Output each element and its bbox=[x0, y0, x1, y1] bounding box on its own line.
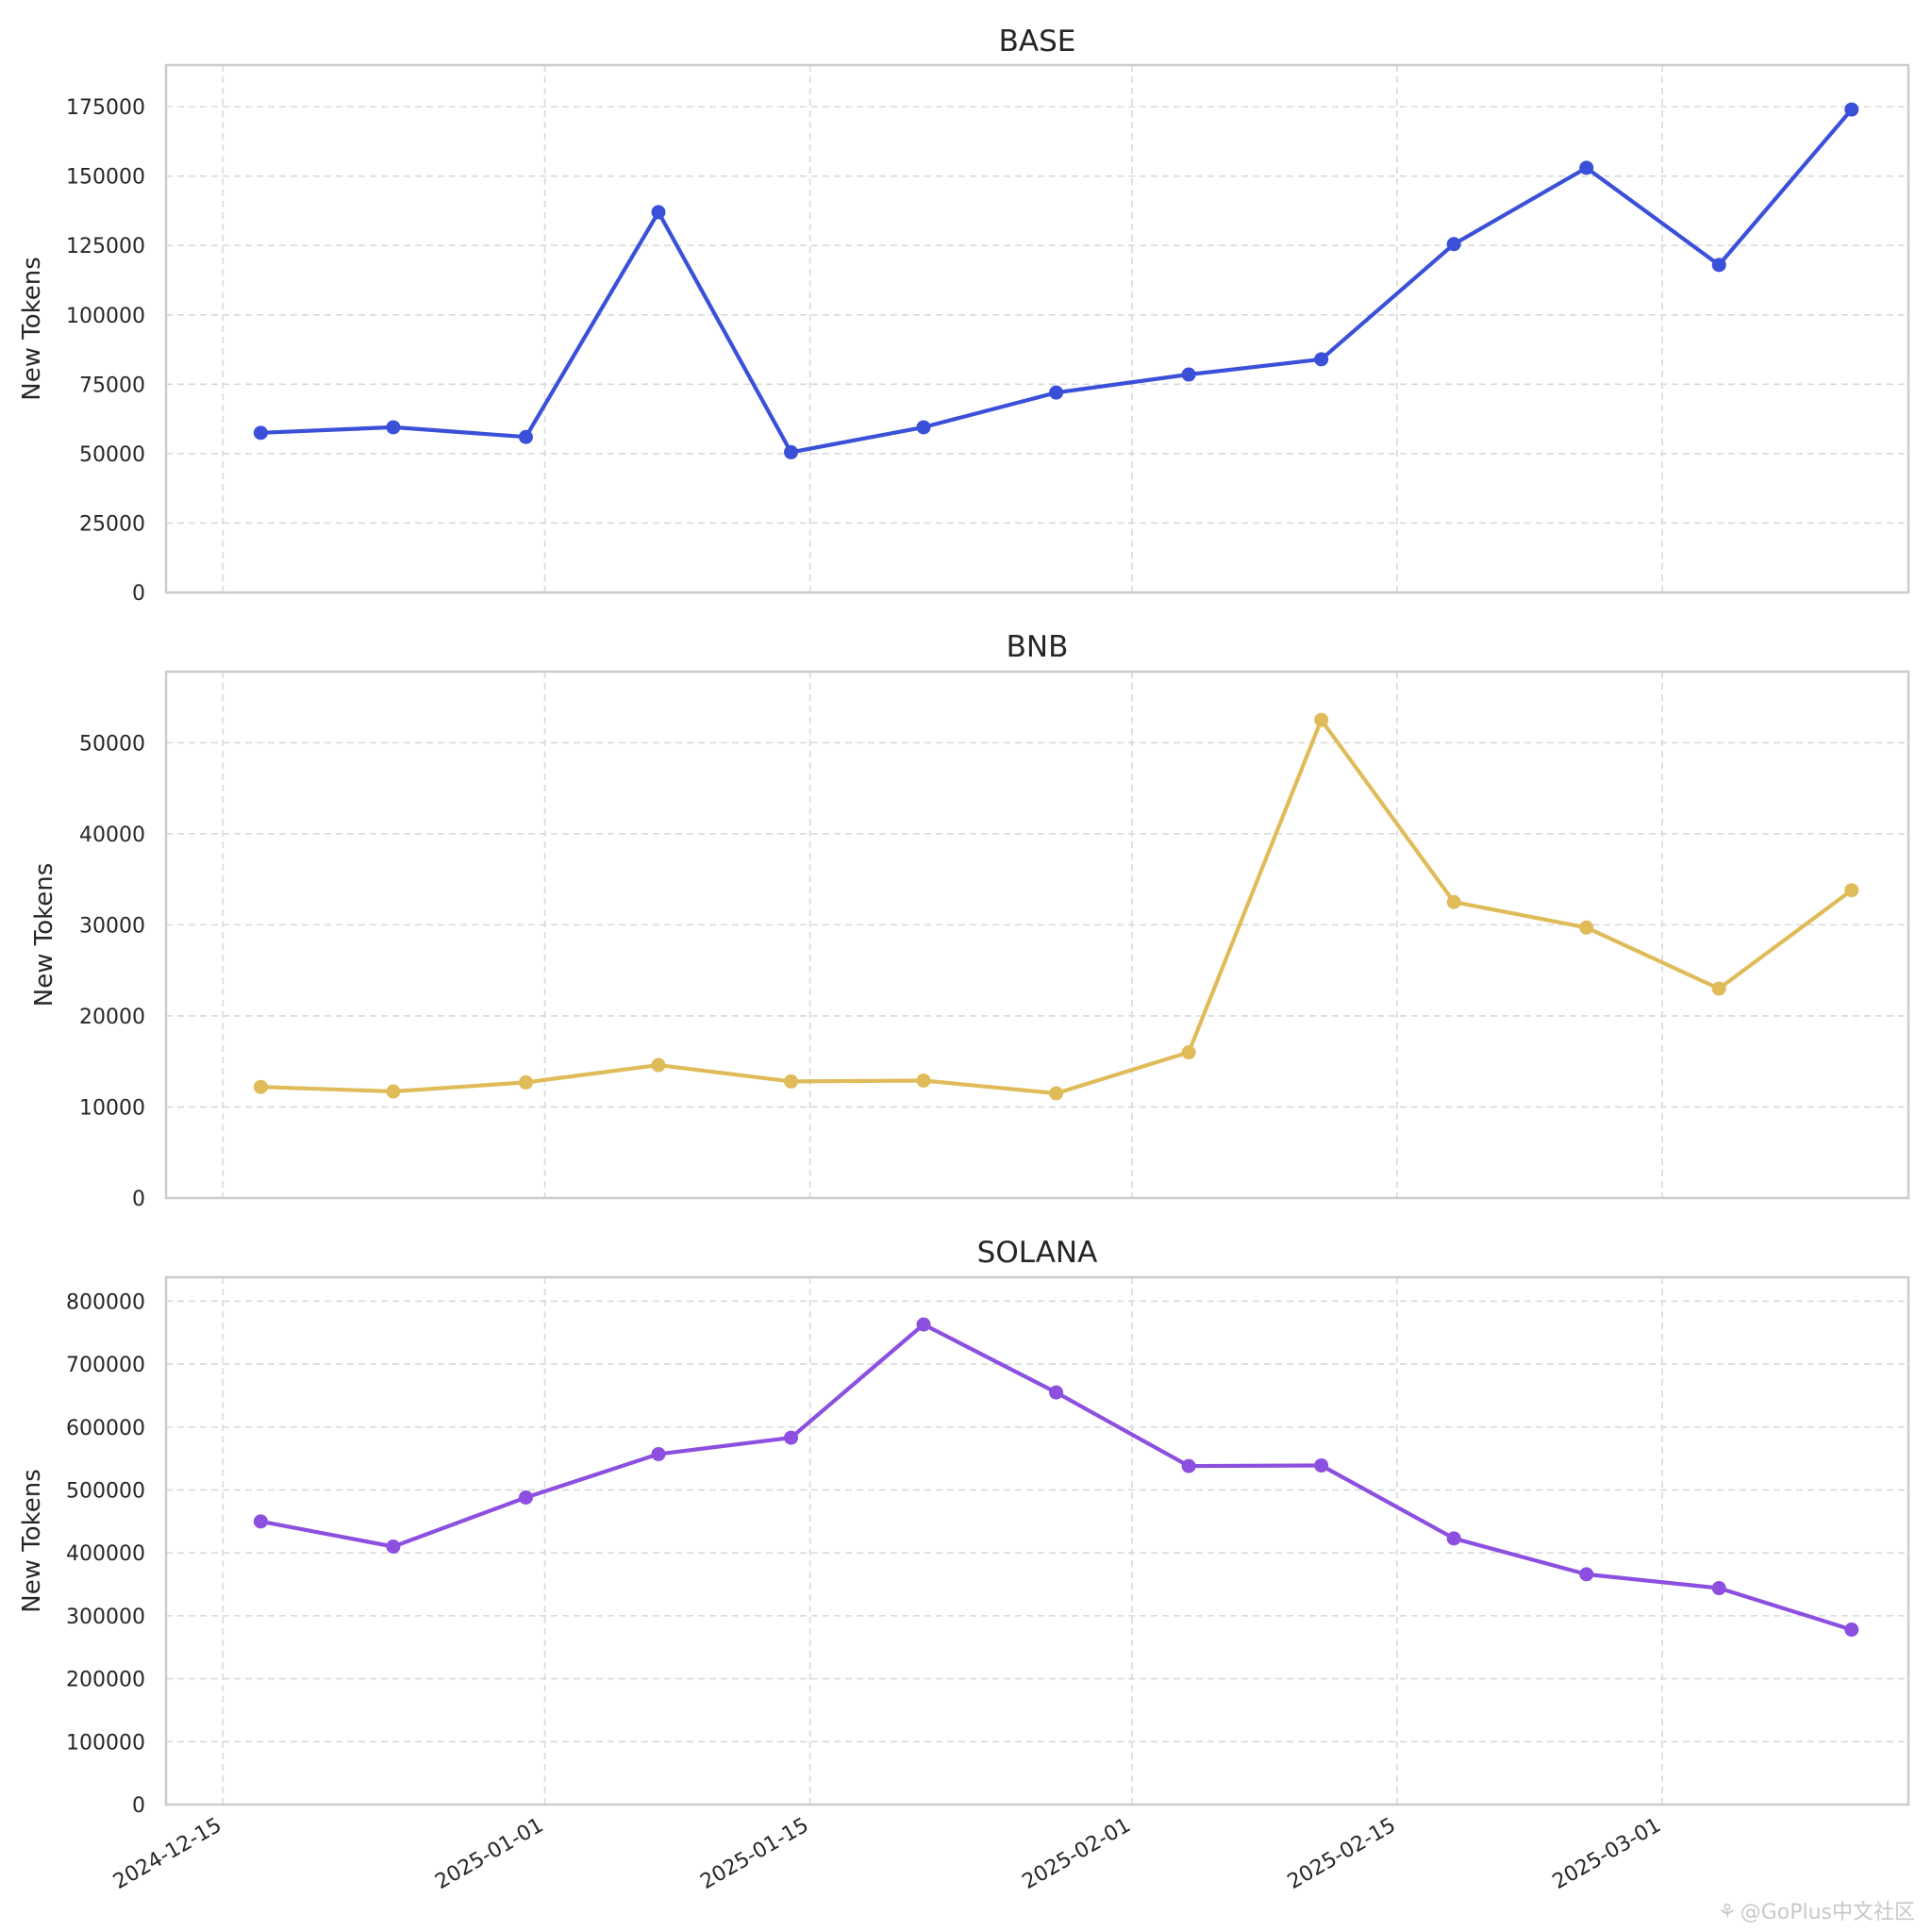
plot-frame bbox=[164, 63, 1910, 594]
x-tick-label: 2025-01-01 bbox=[431, 1814, 547, 1895]
data-point bbox=[386, 1084, 401, 1099]
data-point bbox=[916, 1317, 931, 1332]
y-tick-label: 400000 bbox=[66, 1542, 145, 1566]
y-tick-label: 40000 bbox=[79, 824, 145, 847]
data-point bbox=[1446, 894, 1461, 909]
data-point bbox=[1844, 1623, 1859, 1638]
y-axis-label: New Tokens bbox=[18, 257, 46, 401]
y-tick-label: 600000 bbox=[66, 1417, 145, 1440]
y-tick-label: 800000 bbox=[66, 1290, 145, 1314]
data-point bbox=[518, 429, 533, 444]
chart-title: BASE bbox=[999, 25, 1076, 58]
data-point bbox=[1049, 385, 1064, 400]
data-point bbox=[386, 420, 401, 435]
chart-panel-base: 0 25000 50000 75000 100000 125000 150000 175000… bbox=[18, 25, 1910, 606]
y-tick-label: 25000 bbox=[79, 512, 145, 536]
data-point bbox=[1314, 352, 1329, 367]
wechat-icon: ⚘ bbox=[1717, 1901, 1737, 1924]
data-point bbox=[784, 444, 799, 459]
data-point bbox=[784, 1074, 799, 1089]
data-point bbox=[518, 1490, 533, 1505]
plot-area bbox=[166, 65, 1908, 592]
data-point bbox=[1181, 1458, 1196, 1473]
watermark-text: @GoPlus中文社区 bbox=[1740, 1901, 1915, 1924]
chart-panel-solana: 0 100000 200000 300000 400000 500000 600000 700… bbox=[18, 1236, 1910, 1895]
data-point bbox=[1049, 1385, 1064, 1400]
y-tick-label: 30000 bbox=[79, 914, 145, 938]
data-point bbox=[518, 1074, 533, 1090]
plot-frame bbox=[164, 1275, 1910, 1806]
y-tick-label: 0 bbox=[132, 1794, 145, 1818]
data-point bbox=[253, 1079, 268, 1094]
x-tick-label: 2025-01-15 bbox=[696, 1814, 812, 1895]
y-axis-label: New Tokens bbox=[30, 863, 58, 1007]
y-tick-label: 10000 bbox=[79, 1096, 145, 1120]
plot-area bbox=[166, 1277, 1908, 1805]
y-tick-label: 175000 bbox=[66, 96, 145, 120]
data-point bbox=[1844, 102, 1859, 117]
data-point bbox=[1711, 981, 1726, 996]
data-point bbox=[1579, 160, 1594, 175]
watermark: ⚘ @GoPlus中文社区 bbox=[1718, 1895, 1915, 1925]
data-point bbox=[651, 1057, 666, 1073]
y-tick-label: 200000 bbox=[66, 1669, 145, 1692]
data-point bbox=[1446, 1531, 1461, 1546]
data-point bbox=[1711, 1581, 1726, 1596]
data-point bbox=[1314, 712, 1329, 727]
data-point bbox=[1181, 367, 1196, 382]
y-tick-label: 0 bbox=[132, 582, 145, 606]
data-point bbox=[1711, 258, 1726, 273]
y-tick-label: 500000 bbox=[66, 1479, 145, 1503]
y-tick-label: 100000 bbox=[66, 1731, 145, 1755]
data-point bbox=[916, 420, 931, 435]
data-point bbox=[253, 425, 268, 441]
y-tick-label: 0 bbox=[132, 1188, 145, 1211]
data-point bbox=[1579, 920, 1594, 935]
plot-area bbox=[166, 672, 1908, 1198]
y-tick-label: 50000 bbox=[79, 732, 145, 756]
chart-title: SOLANA bbox=[977, 1236, 1098, 1270]
x-tick-label: 2024-12-15 bbox=[109, 1814, 225, 1895]
data-point bbox=[784, 1430, 799, 1445]
y-tick-label: 300000 bbox=[66, 1606, 145, 1629]
y-axis-label: New Tokens bbox=[18, 1469, 46, 1613]
x-tick-label: 2025-03-01 bbox=[1549, 1814, 1665, 1895]
y-tick-label: 75000 bbox=[79, 374, 145, 397]
data-point bbox=[1446, 237, 1461, 252]
chart-panel-bnb: 0 10000 20000 30000 40000 50000 BNB New Tokens bbox=[30, 630, 1910, 1211]
y-tick-label: 700000 bbox=[66, 1354, 145, 1377]
data-point bbox=[1049, 1086, 1064, 1101]
data-point bbox=[1844, 883, 1859, 898]
y-tick-label: 150000 bbox=[66, 166, 145, 190]
x-tick-label: 2025-02-01 bbox=[1019, 1814, 1135, 1895]
data-point bbox=[1579, 1567, 1594, 1582]
data-point bbox=[253, 1514, 268, 1529]
data-point bbox=[1181, 1045, 1196, 1060]
y-tick-label: 100000 bbox=[66, 305, 145, 328]
data-point bbox=[386, 1540, 401, 1555]
plot-frame bbox=[164, 670, 1910, 1200]
y-tick-label: 20000 bbox=[79, 1006, 145, 1029]
data-point bbox=[651, 205, 666, 220]
x-tick-label: 2025-02-15 bbox=[1284, 1814, 1400, 1895]
data-point bbox=[916, 1073, 931, 1088]
data-point bbox=[651, 1446, 666, 1461]
chart-title: BNB bbox=[1007, 630, 1069, 664]
y-tick-label: 125000 bbox=[66, 235, 145, 258]
data-point bbox=[1314, 1457, 1329, 1473]
y-tick-label: 50000 bbox=[79, 443, 145, 467]
